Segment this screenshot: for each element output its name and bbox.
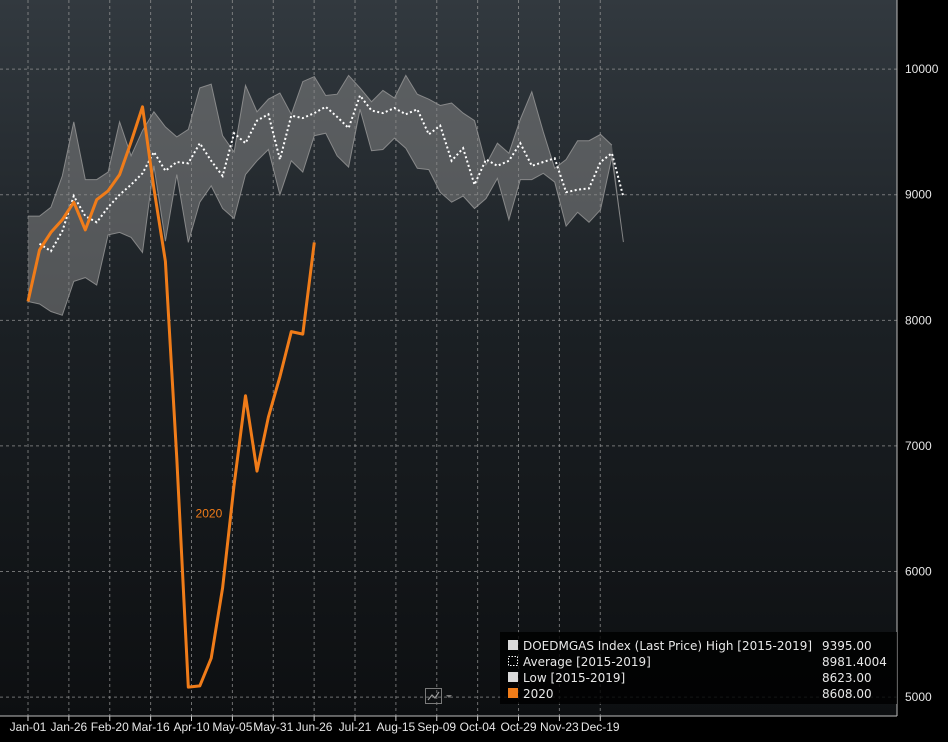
high-low-band xyxy=(28,75,624,316)
x-tick-label: Aug-15 xyxy=(377,720,416,734)
legend-value-high: 9395.00 xyxy=(822,639,872,653)
y-tick-label: 9000 xyxy=(905,188,932,202)
legend-label-low: Low [2015-2019] xyxy=(523,671,625,685)
legend-label-average: Average [2015-2019] xyxy=(523,655,651,669)
chart-type-menu-icon[interactable] xyxy=(425,688,455,704)
x-tick-label: Jul-21 xyxy=(339,720,372,734)
legend-swatch-high xyxy=(508,640,518,650)
series-2020-line xyxy=(26,105,316,689)
y-tick-label: 10000 xyxy=(905,62,939,76)
legend-swatch-low xyxy=(508,672,518,682)
x-tick-label: May-05 xyxy=(212,720,252,734)
series-lines xyxy=(26,74,625,689)
legend-entry-2020: 2020 8608.00 xyxy=(508,687,872,701)
x-axis: Jan-01 Jan-26 Feb-20 Mar-16 Apr-10 May-05 May-… xyxy=(0,715,897,734)
legend: DOEDMGAS Index (Last Price) High [2015-2… xyxy=(500,632,897,704)
legend-label-high: DOEDMGAS Index (Last Price) High [2015-2… xyxy=(523,639,812,653)
legend-entry-low: Low [2015-2019] 8623.00 xyxy=(508,671,872,685)
annotations: 2020 xyxy=(196,507,223,521)
x-tick-label: May-31 xyxy=(253,720,293,734)
x-tick-label: Jan-01 xyxy=(10,720,47,734)
legend-background xyxy=(500,632,897,704)
y-tick-label: 6000 xyxy=(905,565,932,579)
legend-entry-average: Average [2015-2019] 8981.4004 xyxy=(508,655,887,669)
legend-swatch-2020 xyxy=(508,688,518,698)
x-tick-label: Apr-10 xyxy=(173,720,209,734)
legend-entry-high: DOEDMGAS Index (Last Price) High [2015-2… xyxy=(508,639,872,653)
x-tick-label: Jan-26 xyxy=(51,720,88,734)
y-axis: 5000 6000 7000 8000 9000 10000 xyxy=(896,0,939,716)
x-tick-label: Jun-26 xyxy=(296,720,333,734)
legend-value-2020: 8608.00 xyxy=(822,687,872,701)
y-tick-label: 8000 xyxy=(905,313,932,327)
legend-swatch-average xyxy=(508,656,518,666)
line-chart-icon xyxy=(425,688,452,704)
legend-value-average: 8981.4004 xyxy=(822,655,887,669)
legend-value-low: 8623.00 xyxy=(822,671,872,685)
y-tick-label: 7000 xyxy=(905,439,932,453)
series-annotation-label: 2020 xyxy=(196,507,223,521)
x-tick-label: Mar-16 xyxy=(132,720,170,734)
x-tick-label: Nov-23 xyxy=(540,720,579,734)
high-series-line xyxy=(28,74,613,217)
legend-label-2020: 2020 xyxy=(523,687,554,701)
x-tick-label: Dec-19 xyxy=(581,720,620,734)
range-band xyxy=(28,75,624,316)
x-tick-label: Oct-04 xyxy=(460,720,496,734)
x-tick-label: Feb-20 xyxy=(91,720,129,734)
low-series-line xyxy=(27,109,624,316)
y-tick-label: 5000 xyxy=(905,690,932,704)
gridlines xyxy=(0,0,897,716)
x-tick-label: Oct-29 xyxy=(501,720,537,734)
x-tick-label: Sep-09 xyxy=(417,720,456,734)
